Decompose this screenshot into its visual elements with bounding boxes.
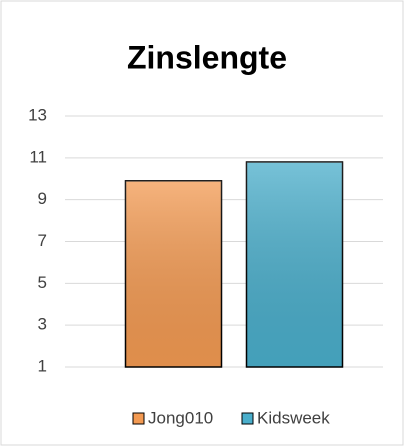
y-tick-label: 13: [28, 105, 47, 124]
y-tick-label: 3: [38, 315, 47, 334]
y-tick-label: 11: [29, 147, 47, 166]
chart-title: Zinslengte: [127, 39, 287, 75]
legend-label: Jong010: [148, 408, 213, 427]
legend-swatch: [241, 412, 254, 425]
legend-swatch: [132, 412, 145, 425]
y-tick-label: 7: [38, 231, 47, 250]
y-tick-label: 9: [38, 189, 47, 208]
y-tick-label: 5: [38, 273, 47, 292]
legend-label: Kidsweek: [257, 408, 330, 427]
y-tick-label: 1: [38, 356, 47, 375]
bar: [124, 180, 223, 368]
bar: [245, 161, 344, 368]
